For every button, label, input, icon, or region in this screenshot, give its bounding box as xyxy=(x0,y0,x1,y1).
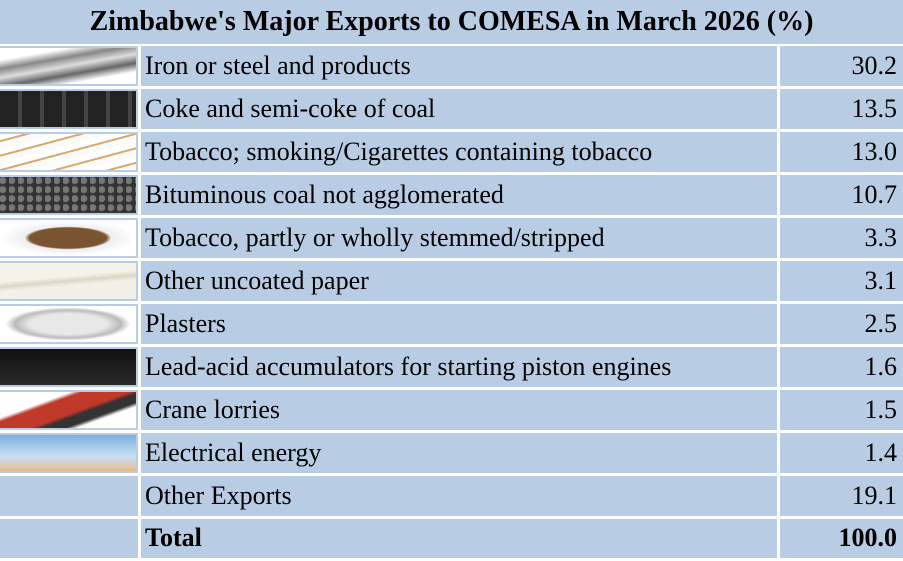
product-icon xyxy=(0,220,136,256)
product-icon xyxy=(0,134,136,170)
product-label: Plasters xyxy=(141,304,777,344)
page: Zimbabwe's Major Exports to COMESA in Ma… xyxy=(0,0,903,561)
share-value: 100.0 xyxy=(780,519,903,559)
share-value: 19.1 xyxy=(780,476,903,516)
product-icon xyxy=(0,48,136,84)
product-label: Lead-acid accumulators for starting pist… xyxy=(141,347,777,387)
share-value: 2.5 xyxy=(780,304,903,344)
share-value: 1.5 xyxy=(780,390,903,430)
product-icon xyxy=(0,177,136,213)
icon-cell xyxy=(0,89,138,129)
share-value: 3.1 xyxy=(780,261,903,301)
table-row: Tobacco; smoking/Cigarettes containing t… xyxy=(0,132,903,172)
product-label: Electrical energy xyxy=(141,433,777,473)
product-label: Tobacco; smoking/Cigarettes containing t… xyxy=(141,132,777,172)
product-label: Total xyxy=(141,519,777,559)
product-label: Other uncoated paper xyxy=(141,261,777,301)
table-row: Lead-acid accumulators for starting pist… xyxy=(0,347,903,387)
icon-cell xyxy=(0,347,138,387)
product-label: Bituminous coal not agglomerated xyxy=(141,175,777,215)
icon-cell xyxy=(0,390,138,430)
table-title: Zimbabwe's Major Exports to COMESA in Ma… xyxy=(0,0,903,44)
share-value: 1.4 xyxy=(780,433,903,473)
icon-cell xyxy=(0,433,138,473)
product-label: Crane lorries xyxy=(141,390,777,430)
share-value: 13.5 xyxy=(780,89,903,129)
icon-cell xyxy=(0,476,138,516)
icon-cell xyxy=(0,132,138,172)
product-label: Iron or steel and products xyxy=(141,46,777,86)
icon-cell xyxy=(0,304,138,344)
icon-cell xyxy=(0,46,138,86)
icon-cell xyxy=(0,261,138,301)
product-icon xyxy=(0,349,136,385)
icon-cell xyxy=(0,175,138,215)
share-value: 1.6 xyxy=(780,347,903,387)
product-icon xyxy=(0,263,136,299)
product-icon xyxy=(0,435,136,471)
product-label: Tobacco, partly or wholly stemmed/stripp… xyxy=(141,218,777,258)
icon-cell xyxy=(0,519,138,559)
product-icon xyxy=(0,306,136,342)
share-value: 30.2 xyxy=(780,46,903,86)
product-label: Other Exports xyxy=(141,476,777,516)
table-row: Tobacco, partly or wholly stemmed/stripp… xyxy=(0,218,903,258)
share-value: 3.3 xyxy=(780,218,903,258)
share-value: 10.7 xyxy=(780,175,903,215)
product-label: Coke and semi-coke of coal xyxy=(141,89,777,129)
product-icon xyxy=(0,91,136,127)
icon-cell xyxy=(0,218,138,258)
share-value: 13.0 xyxy=(780,132,903,172)
product-icon xyxy=(0,392,136,428)
